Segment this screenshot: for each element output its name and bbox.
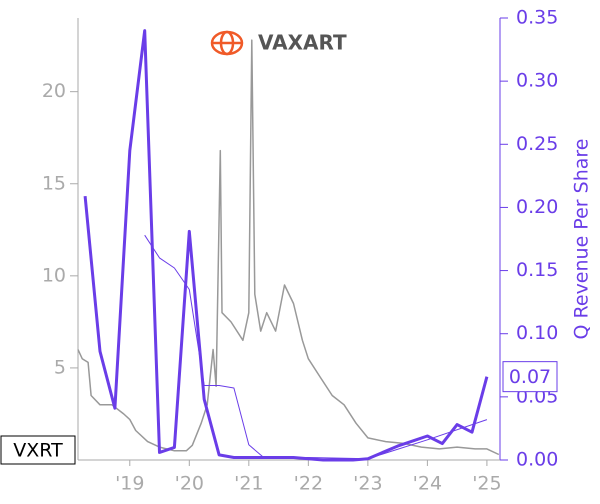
- y2-tick-label: 0.35: [516, 7, 558, 29]
- logo-text: VAXART: [258, 31, 347, 55]
- y2-tick-label: 0.30: [516, 70, 558, 92]
- x-tick-label: '24: [413, 473, 442, 495]
- y2-tick-label: 0.15: [516, 259, 558, 281]
- series-line: [144, 234, 488, 460]
- y-tick-label: 15: [42, 172, 66, 194]
- last-value-label: 0.07: [509, 366, 551, 388]
- logo-icon: [210, 30, 244, 56]
- series-line: [77, 39, 500, 456]
- y-tick-label: 10: [42, 264, 66, 286]
- ticker-label: VXRT: [13, 440, 63, 462]
- series-line: [83, 29, 489, 462]
- last-value-box: [502, 361, 558, 393]
- x-tick-label: '23: [353, 473, 382, 495]
- x-tick-label: '21: [234, 473, 263, 495]
- y-tick-label: 20: [42, 80, 66, 102]
- x-tick-label: '25: [472, 473, 501, 495]
- y2-tick-label: 0.00: [516, 449, 558, 471]
- y2-tick-label: 0.25: [516, 133, 558, 155]
- y-tick-label: 5: [54, 356, 66, 378]
- ticker-box: [0, 435, 76, 465]
- y2-tick-label: 0.20: [516, 196, 558, 218]
- x-tick-label: '22: [294, 473, 323, 495]
- x-tick-label: '20: [175, 473, 204, 495]
- y2-axis-label: Q Revenue Per Share: [571, 139, 593, 340]
- y2-tick-label: 0.10: [516, 322, 558, 344]
- x-tick-label: '19: [115, 473, 144, 495]
